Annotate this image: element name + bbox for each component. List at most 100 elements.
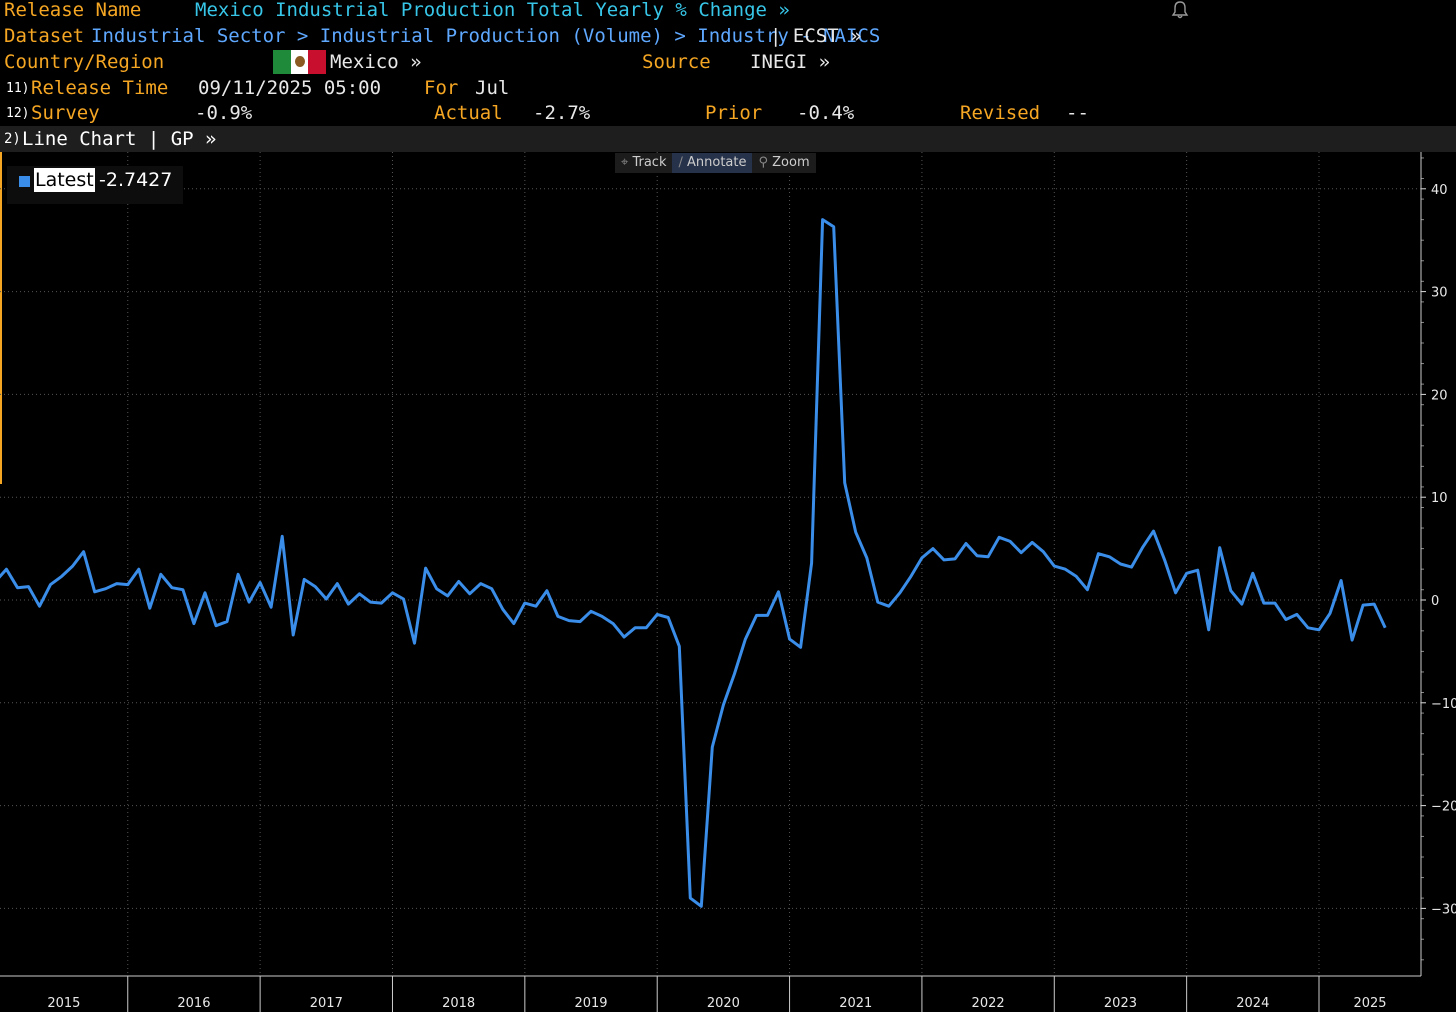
country-label: Country/Region xyxy=(4,51,165,73)
series-point xyxy=(115,582,119,586)
series-point xyxy=(379,601,383,605)
prior-label: Prior xyxy=(705,102,763,124)
series-point xyxy=(192,622,196,626)
actual-value: -2.7% xyxy=(533,102,591,124)
survey-value: -0.9% xyxy=(195,102,253,124)
series-point xyxy=(589,609,593,613)
series-point xyxy=(390,591,394,595)
series-point xyxy=(1107,555,1111,559)
source-value[interactable]: INEGI » xyxy=(750,51,831,73)
series-point xyxy=(611,622,615,626)
revised-value: -- xyxy=(1066,102,1089,124)
series-point xyxy=(236,572,240,576)
series-point xyxy=(622,635,626,639)
series-points xyxy=(0,218,1387,909)
series-point xyxy=(1085,588,1089,592)
series-point xyxy=(291,633,295,637)
legend-label[interactable]: Latest xyxy=(34,168,95,192)
chart-bar-num: 2) xyxy=(4,131,21,147)
series-point xyxy=(413,641,417,645)
series-point xyxy=(578,620,582,624)
series-point xyxy=(1218,546,1222,550)
series-point xyxy=(887,604,891,608)
release-name-value[interactable]: Mexico Industrial Production Total Yearl… xyxy=(195,0,790,21)
x-tick-label: 2017 xyxy=(310,996,343,1011)
series-point xyxy=(335,582,339,586)
series-point xyxy=(633,626,637,630)
series-point xyxy=(126,583,130,587)
for-value: Jul xyxy=(475,77,510,99)
bell-icon[interactable] xyxy=(1170,0,1190,27)
series-point xyxy=(1317,628,1321,632)
annotate-label: Annotate xyxy=(687,155,747,170)
chart-bar-label[interactable]: Line Chart | GP » xyxy=(22,128,217,150)
series-point xyxy=(137,567,141,571)
series-point xyxy=(688,896,692,900)
series-point xyxy=(1306,626,1310,630)
series-point xyxy=(1129,565,1133,569)
series-point xyxy=(1052,564,1056,568)
survey-num[interactable]: 12) xyxy=(6,106,30,121)
series-point xyxy=(424,566,428,570)
series-point xyxy=(324,597,328,601)
series-point xyxy=(788,637,792,641)
chart-type-bar[interactable]: 2) Line Chart | GP » xyxy=(0,126,1456,152)
series-point xyxy=(953,557,957,561)
y-tick-label: −30 xyxy=(1431,902,1456,917)
series-point xyxy=(821,218,825,222)
series-point xyxy=(402,597,406,601)
annotate-button[interactable]: ∕ Annotate xyxy=(672,153,753,173)
series-point xyxy=(964,541,968,545)
series-point xyxy=(1096,552,1100,556)
series-point xyxy=(534,604,538,608)
y-tick-label: 30 xyxy=(1431,286,1448,301)
series-point xyxy=(644,626,648,630)
series-point xyxy=(38,604,42,608)
series-point xyxy=(909,574,913,578)
series-point xyxy=(556,614,560,618)
release-name-label: Release Name xyxy=(4,0,142,21)
series-point xyxy=(501,607,505,611)
series-point xyxy=(799,645,803,649)
zoom-button[interactable]: ⚲ Zoom xyxy=(752,153,816,173)
prior-value: -0.4% xyxy=(797,102,855,124)
series-point xyxy=(1174,591,1178,595)
track-button[interactable]: ⌖ Track xyxy=(615,153,673,173)
series-point xyxy=(346,602,350,606)
country-value[interactable]: Mexico » xyxy=(330,51,422,73)
series-point xyxy=(468,592,472,596)
release-time-num[interactable]: 11) xyxy=(6,81,30,96)
series-point xyxy=(1383,626,1387,630)
series-point xyxy=(777,590,781,594)
series-point xyxy=(1229,589,1233,593)
series-point xyxy=(1141,546,1145,550)
x-tick-label: 2024 xyxy=(1236,996,1269,1011)
series-point xyxy=(60,574,64,578)
series-point xyxy=(600,614,604,618)
series-point xyxy=(435,587,439,591)
series-point xyxy=(181,588,185,592)
series-point xyxy=(225,620,229,624)
series-point xyxy=(302,577,306,581)
series-point xyxy=(810,561,814,565)
series-point xyxy=(920,556,924,560)
dataset-code[interactable]: | ECST » xyxy=(770,25,862,47)
series-point xyxy=(545,589,549,593)
chart-legend[interactable]: Latest -2.7427 xyxy=(7,166,183,204)
survey-label[interactable]: Survey xyxy=(31,102,100,124)
release-time-label[interactable]: Release Time xyxy=(31,77,169,99)
series-point xyxy=(997,535,1001,539)
series-point xyxy=(512,622,516,626)
series-point xyxy=(1372,602,1376,606)
series-point xyxy=(1295,612,1299,616)
series-point xyxy=(1074,574,1078,578)
series-point xyxy=(49,583,53,587)
series-point xyxy=(1361,603,1365,607)
dataset-path-link[interactable]: Industrial Sector > Industrial Productio… xyxy=(91,25,881,47)
series-point xyxy=(1240,602,1244,606)
x-tick-label: 2019 xyxy=(574,996,607,1011)
release-time-value: 09/11/2025 05:00 xyxy=(198,77,382,99)
series-point xyxy=(170,586,174,590)
series-point xyxy=(26,585,30,589)
